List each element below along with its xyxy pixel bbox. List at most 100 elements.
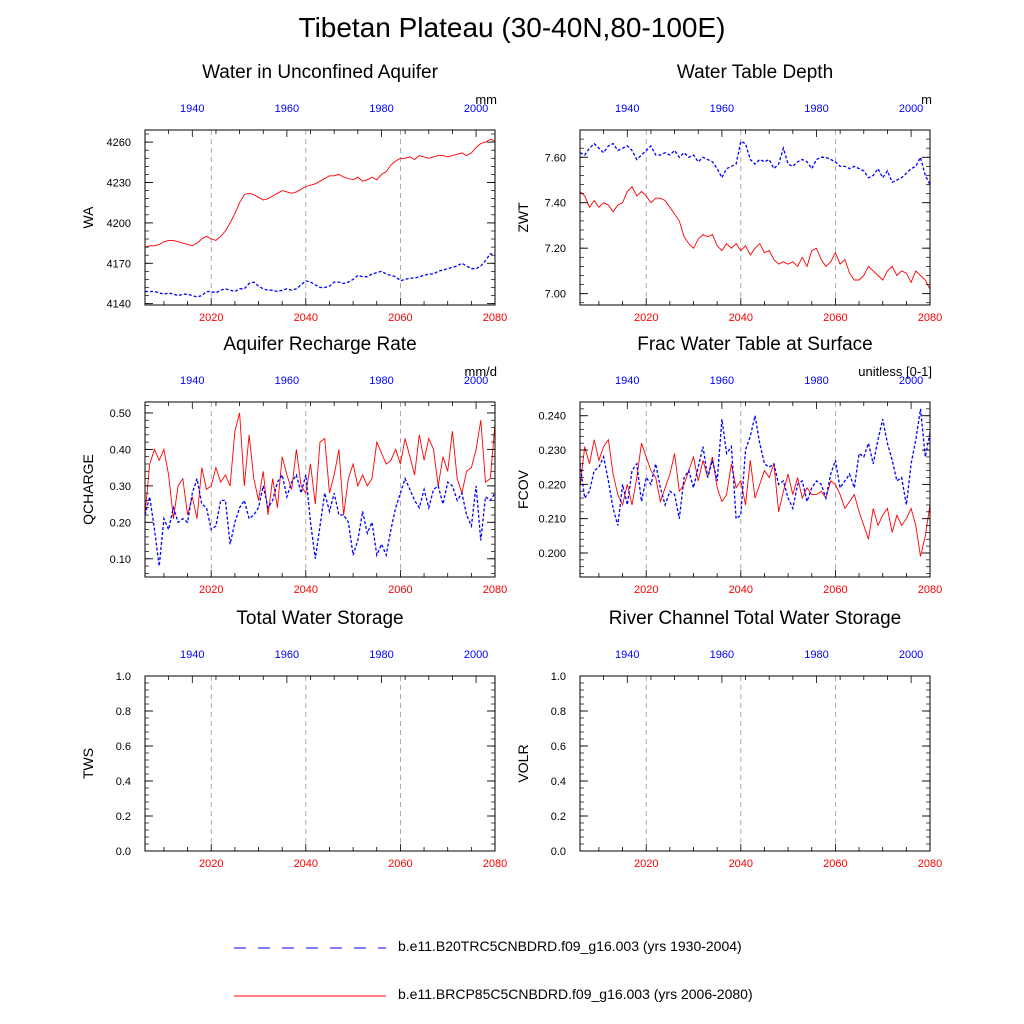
panel-title: River Channel Total Water Storage [609,608,902,629]
y-tick-label: 0.0 [116,846,131,858]
y-tick-label: 0.2 [116,811,131,823]
x-tick-label-bottom: 2020 [634,858,658,870]
panel-qcharge: Aquifer Recharge Rate mm/d 2020 2040 2060 208… [80,334,507,596]
x-tick-label-bottom: 2060 [823,584,847,596]
y-tick-label: 4170 [107,258,131,270]
series-future [579,186,931,290]
y-tick-label: 0.210 [538,514,566,526]
legend-line-future [234,995,386,997]
y-tick-label: 7.40 [545,198,566,210]
plot-frame [579,675,931,852]
plot-frame [144,401,496,578]
panel-title: Total Water Storage [236,608,403,629]
units-label: mm [475,92,497,107]
x-tick-label-bottom: 2040 [294,584,318,596]
y-tick-label: 0.220 [538,479,566,491]
x-tick-label-bottom: 2020 [634,584,658,596]
panel-title: Water in Unconfined Aquifer [202,62,439,83]
y-tick-label: 0.50 [110,408,131,420]
panel-volr: River Channel Total Water Storage 2020 204… [515,608,942,870]
y-tick-label: 0.6 [551,741,566,753]
x-tick-label-bottom: 2060 [823,312,847,324]
x-tick-label-top: 1960 [710,375,734,387]
y-tick-label: 0.8 [116,706,131,718]
panel-zwt: Water Table Depth m 2020 2040 2060 2080 1940 19… [515,62,942,324]
panel-title: Aquifer Recharge Rate [223,334,416,355]
y-axis-label: QCHARGE [80,454,96,525]
series-historical [144,473,496,567]
series-historical [579,408,931,526]
x-tick-label-bottom: 2020 [199,584,223,596]
x-tick-label-bottom: 2080 [483,584,507,596]
x-tick-label-bottom: 2020 [634,312,658,324]
x-tick-label-bottom: 2080 [918,312,942,324]
y-tick-label: 1.0 [551,671,566,683]
x-tick-label-bottom: 2080 [918,584,942,596]
units-label: m [921,92,932,107]
series-future [144,412,496,519]
x-tick-label-bottom: 2020 [199,858,223,870]
x-tick-label-top: 2000 [464,649,488,661]
x-tick-label-top: 1960 [275,103,299,115]
x-tick-label-bottom: 2040 [294,858,318,870]
legend-line-historical [234,947,386,949]
plot-frame [144,675,496,852]
y-tick-label: 0.10 [110,554,131,566]
x-tick-label-top: 1980 [369,103,393,115]
units-label: mm/d [465,364,498,379]
y-tick-label: 0.230 [538,445,566,457]
y-axis-label: TWS [80,748,96,779]
figure-title: Tibetan Plateau (30-40N,80-100E) [298,12,726,43]
x-tick-label-top: 1960 [275,375,299,387]
legend-entry-future: b.e11.BRCP85C5CNBDRD.f09_g16.003 (yrs 20… [230,984,930,1008]
y-tick-label: 4200 [107,218,131,230]
x-tick-label-top: 1940 [615,375,639,387]
y-tick-label: 7.00 [545,289,566,301]
y-tick-label: 0.0 [551,846,566,858]
legend-label-historical: b.e11.B20TRC5CNBDRD.f09_g16.003 (yrs 193… [398,938,742,954]
y-tick-label: 0.6 [116,741,131,753]
x-tick-label-bottom: 2020 [199,312,223,324]
legend-label-future: b.e11.BRCP85C5CNBDRD.f09_g16.003 (yrs 20… [398,986,753,1002]
x-tick-label-top: 1940 [180,649,204,661]
panel-fcov: Frac Water Table at Surface unitless [0-1… [515,334,942,596]
y-axis-label: FCOV [515,469,531,509]
x-tick-label-top: 1960 [710,103,734,115]
x-tick-label-top: 2000 [899,103,923,115]
y-axis-label: VOLR [515,744,531,782]
y-tick-label: 0.30 [110,481,131,493]
x-tick-label-top: 2000 [899,375,923,387]
y-axis-label: ZWT [515,202,531,233]
x-tick-label-bottom: 2060 [823,858,847,870]
x-tick-label-top: 1940 [615,103,639,115]
y-axis-label: WA [80,206,96,229]
legend-entry-historical: b.e11.B20TRC5CNBDRD.f09_g16.003 (yrs 193… [230,936,930,960]
x-tick-label-top: 1980 [369,649,393,661]
x-tick-label-bottom: 2080 [483,312,507,324]
y-tick-label: 0.2 [551,811,566,823]
y-tick-label: 7.20 [545,243,566,255]
plot-frame [579,129,931,306]
y-tick-label: 0.4 [551,776,566,788]
series-historical [145,253,496,298]
plot-frame [144,129,496,306]
y-tick-label: 0.4 [116,776,131,788]
panel-wa: Water in Unconfined Aquifer mm 2020 2040 206… [80,62,507,324]
y-tick-label: 0.20 [110,517,131,529]
y-tick-label: 0.240 [538,411,566,423]
panel-tws: Total Water Storage 2020 2040 2060 2080 1940 1… [80,608,507,870]
y-tick-label: 0.8 [551,706,566,718]
series-future [144,138,496,248]
y-tick-label: 7.60 [545,152,566,164]
y-tick-label: 4260 [107,137,131,149]
x-tick-label-bottom: 2080 [483,858,507,870]
y-tick-label: 0.40 [110,444,131,456]
x-tick-label-top: 1940 [180,103,204,115]
x-tick-label-bottom: 2060 [388,584,412,596]
series-historical [579,140,931,185]
x-tick-label-top: 2000 [464,103,488,115]
y-tick-label: 1.0 [116,671,131,683]
x-tick-label-top: 1960 [275,649,299,661]
x-tick-label-bottom: 2080 [918,858,942,870]
